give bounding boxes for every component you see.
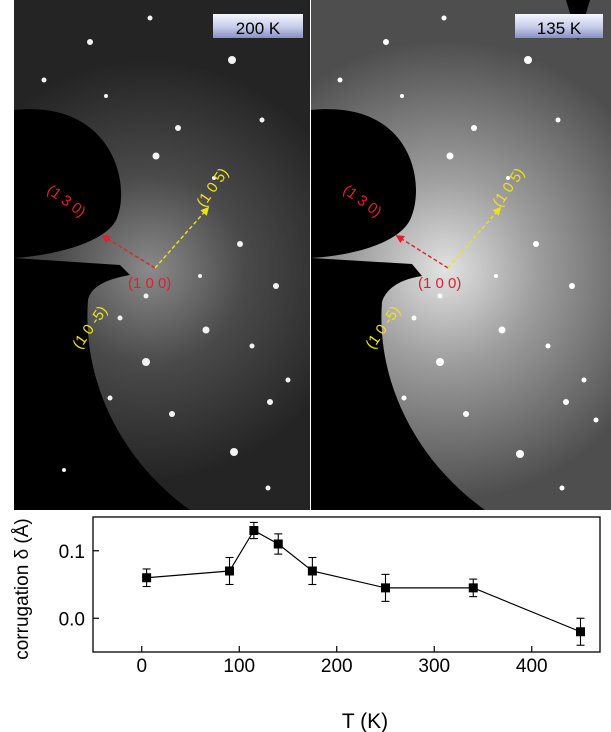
data-point	[273, 539, 283, 549]
leed-diffraction-figure: 200 K (1 3 0) (1 0 5) (1 0 0) (1 0 -5) 1…	[14, 0, 611, 510]
temperature-label-left: 200 K	[236, 19, 281, 38]
x-axis-label: T (K)	[342, 710, 388, 732]
x-tick-label: 100	[223, 656, 255, 677]
temperature-label-right: 135 K	[537, 19, 582, 38]
leed-panel-200k: 200 K (1 3 0) (1 0 5) (1 0 0) (1 0 -5)	[14, 0, 310, 510]
axis-ticks: 0 100 200 300 400 0.0 0.1	[59, 542, 548, 677]
y-tick-label: 0.1	[59, 542, 85, 563]
series-line	[146, 529, 581, 633]
x-tick-label: 0	[136, 656, 147, 677]
series-marks	[142, 521, 585, 646]
data-point	[142, 573, 152, 583]
leed-panel-135k: 135 K (1 3 0) (1 0 5) (1 0 0) (1 0 -5)	[311, 0, 611, 510]
data-point	[307, 566, 317, 576]
data-point	[576, 627, 585, 637]
x-tick-label: 300	[418, 656, 450, 677]
spot-label-100-right: (1 0 0)	[418, 275, 461, 292]
spot-label-100-left: (1 0 0)	[128, 275, 171, 292]
corrugation-chart: 0 100 200 300 400 0.0 0.1 T (K) corrugation δ …	[12, 516, 601, 732]
x-tick-label: 200	[321, 656, 353, 677]
x-tick-label: 400	[516, 656, 548, 677]
y-tick-label: 0.0	[59, 609, 85, 630]
series-polyline	[146, 529, 581, 633]
data-point	[225, 566, 234, 576]
data-point	[381, 583, 390, 593]
plot-frame	[92, 516, 601, 653]
data-point	[468, 583, 478, 593]
data-point	[249, 526, 259, 535]
y-axis-label: corrugation δ (Å)	[12, 518, 33, 660]
plot-area-border	[92, 516, 601, 653]
